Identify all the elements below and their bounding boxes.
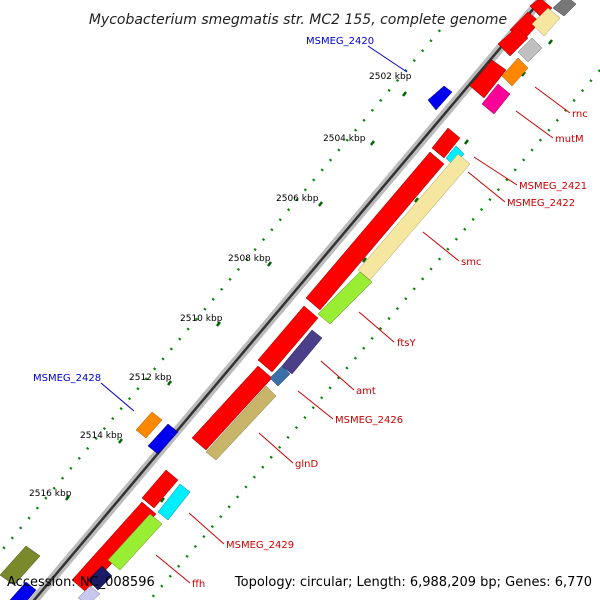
gene-feature[interactable] — [497, 27, 529, 57]
gene-feature[interactable] — [87, 565, 113, 591]
inner-dot-track — [149, 69, 600, 600]
gene-ftsy-feature-2[interactable] — [317, 271, 373, 325]
gene-label-mutm[interactable]: mutM — [555, 134, 584, 145]
gene-smc-feature-2[interactable] — [357, 153, 471, 281]
gene-msmeg-2427-feature[interactable] — [135, 411, 163, 439]
gene-feature[interactable] — [552, 0, 577, 17]
tick-label: 2504 kbp — [323, 134, 366, 144]
gene-label-msmeg-2428[interactable]: MSMEG_2428 — [33, 373, 101, 384]
gene-ffh-feature[interactable] — [71, 501, 157, 593]
gene-label-msmeg-2422[interactable]: MSMEG_2422 — [507, 198, 575, 209]
label-connectors — [100, 45, 571, 584]
gene-label-msmeg-2426[interactable]: MSMEG_2426 — [335, 415, 403, 426]
gene-smc-feature[interactable] — [305, 151, 445, 311]
gene-msmeg-2429-feature-2[interactable] — [157, 483, 191, 521]
reverse-features-lane1 — [71, 11, 541, 593]
gene-feature[interactable] — [9, 581, 37, 600]
gene-label-msmeg-2421[interactable]: MSMEG_2421 — [519, 181, 587, 192]
forward-features — [0, 0, 577, 600]
gene-ftsy-feature[interactable] — [257, 305, 319, 373]
tick-label: 2508 kbp — [228, 254, 271, 264]
gene-msmeg-2426-feature[interactable] — [269, 365, 291, 387]
tick-label: 2516 kbp — [29, 489, 72, 499]
gene-glnd-feature-2[interactable] — [205, 385, 277, 461]
tick-label: 2512 kbp — [129, 373, 172, 383]
accession-text: Accession: NC_008596 — [7, 575, 155, 590]
reverse-features-lane2 — [77, 7, 561, 600]
gene-label-smc[interactable]: smc — [461, 257, 481, 268]
map-title: Mycobacterium smegmatis str. MC2 155, co… — [89, 12, 507, 28]
gene-label-rnc[interactable]: rnc — [572, 109, 588, 120]
gene-label-amt[interactable]: amt — [356, 386, 376, 397]
gene-label-glnd[interactable]: glnD — [295, 459, 318, 470]
gene-label-ftsy[interactable]: ftsY — [397, 338, 416, 349]
gene-feature[interactable] — [0, 545, 41, 586]
gene-feature[interactable] — [501, 57, 529, 87]
tick-label: 2514 kbp — [80, 431, 123, 441]
gene-rnc-feature[interactable] — [469, 59, 507, 99]
gene-label-msmeg-2429[interactable]: MSMEG_2429 — [226, 540, 294, 551]
gene-msmeg-2420-feature[interactable] — [427, 85, 453, 111]
tick-label: 2502 kbp — [369, 72, 412, 82]
gene-msmeg-2421-feature[interactable] — [431, 127, 461, 159]
tick-label: 2510 kbp — [180, 314, 223, 324]
tick-labels: 2502 kbp 2504 kbp 2506 kbp 2508 kbp 2510… — [29, 72, 412, 499]
genome-backbone — [28, 0, 547, 600]
gene-msmeg-2429-feature[interactable] — [141, 469, 179, 509]
gene-labels: MSMEG_2420 MSMEG_2428 rnc mutM MSMEG_242… — [33, 36, 588, 590]
gene-feature[interactable] — [77, 585, 101, 600]
tick-label: 2506 kbp — [276, 194, 319, 204]
gene-msmeg-2428-feature[interactable] — [147, 423, 179, 455]
gene-label-ffh[interactable]: ffh — [192, 579, 205, 590]
gene-feature[interactable] — [531, 7, 561, 37]
gene-feature[interactable] — [107, 513, 163, 571]
gene-mutm-feature[interactable] — [481, 83, 511, 115]
gene-label-msmeg-2420[interactable]: MSMEG_2420 — [306, 36, 374, 47]
gene-feature[interactable] — [517, 37, 543, 63]
topology-text: Topology: circular; Length: 6,988,209 bp… — [234, 575, 592, 590]
gene-amt-feature[interactable] — [281, 329, 323, 375]
